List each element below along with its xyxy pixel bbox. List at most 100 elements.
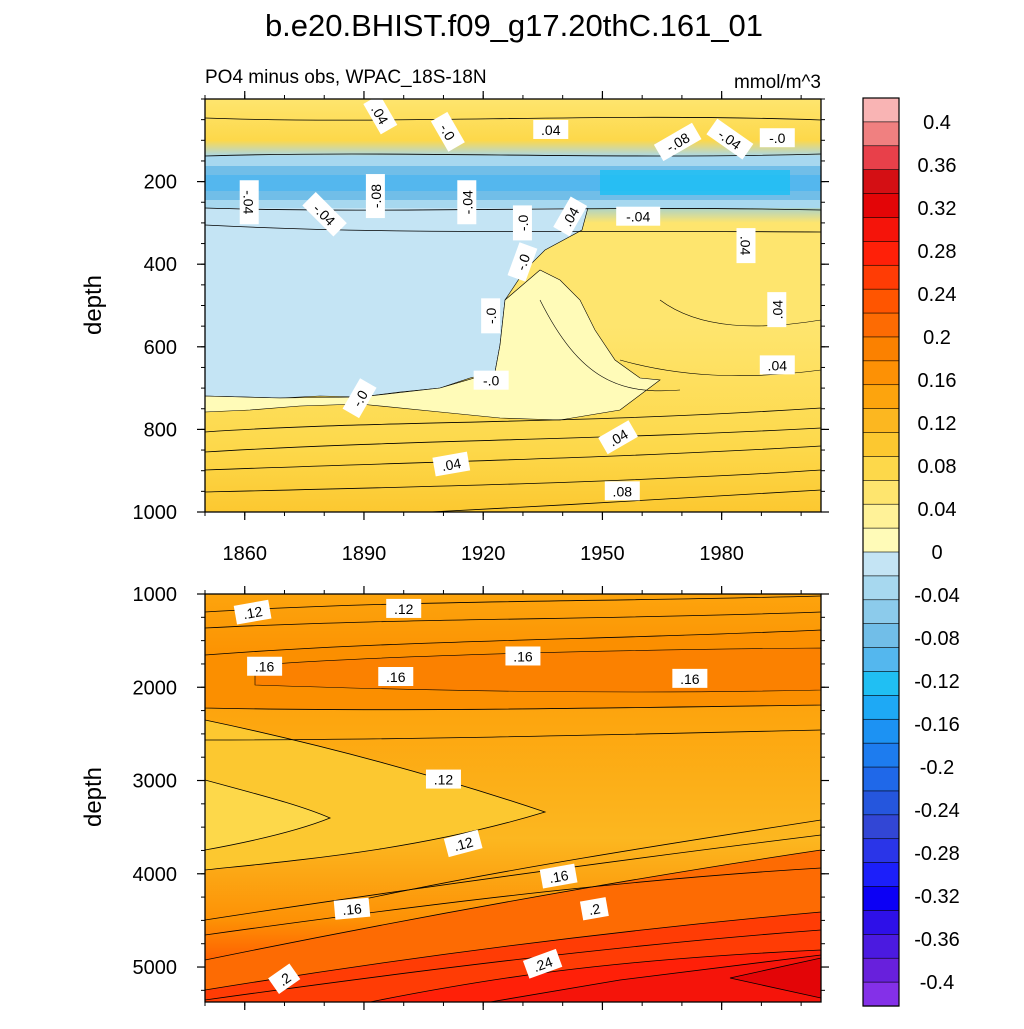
panel-subtitle: PO4 minus obs, WPAC_18S-18N: [205, 67, 487, 88]
contour-label-text: .04: [737, 236, 753, 256]
colorbar-tick-label: 0.04: [918, 499, 957, 521]
top-ylabel: depth: [80, 275, 107, 335]
contour-label-box: [767, 292, 787, 328]
colorbar-swatch: [862, 718, 900, 744]
colorbar-swatch: [862, 599, 900, 625]
contour-label-text: .12: [452, 834, 475, 855]
contour-label-box: [736, 228, 756, 264]
contour-label: .16: [247, 656, 283, 676]
units-label: mmol/m^3: [734, 72, 821, 93]
contour-label-text: -.0: [349, 387, 371, 409]
y-tick-label: 200: [144, 172, 177, 194]
colorbar-swatch: [862, 360, 900, 386]
colorbar-swatch: [862, 217, 900, 242]
contour-label: .2: [579, 897, 609, 921]
y-tick-label: 4000: [133, 864, 178, 886]
contour-label-text: -.0: [483, 373, 500, 389]
contour-label-text: .2: [587, 900, 601, 918]
contour-label-box: [533, 119, 569, 139]
contour-label-text: .04: [768, 357, 788, 373]
contour-label-text: .12: [434, 772, 454, 788]
contour-label: .04: [767, 292, 787, 328]
colorbar-swatch: [862, 336, 900, 362]
colorbar-frame: [862, 97, 900, 1007]
colorbar-swatch: [862, 623, 900, 649]
colorbar-swatch: [862, 981, 900, 1007]
bottom-frame: [204, 593, 822, 1003]
contour-label: .24: [522, 948, 563, 979]
contour-label: -.0: [342, 378, 377, 419]
bottom-wedge-light: [205, 719, 547, 871]
top-contour-9: [205, 224, 821, 233]
colorbar-swatch: [862, 790, 900, 816]
colorbar-swatch: [862, 695, 900, 720]
contour-label: -.08: [365, 174, 385, 219]
contour-label: .08: [604, 481, 640, 501]
contour-label: -.0: [481, 298, 501, 334]
contour-label-text: .16: [342, 900, 363, 918]
top-contour-11: [619, 359, 821, 376]
contour-label-text: .04: [440, 455, 462, 474]
colorbar-tick-label: -0.2: [920, 757, 954, 779]
bottom-contour-1: [205, 595, 821, 613]
colorbar-tick-label: -0.36: [914, 929, 960, 951]
colorbar-swatch: [862, 862, 900, 888]
colorbar-tick-label: 0.28: [918, 241, 957, 263]
contour-label-box: [386, 598, 422, 618]
contour-label-box: [430, 111, 465, 152]
colorbar-swatch: [862, 121, 900, 147]
contour-label-text: -.0: [483, 307, 499, 324]
colorbar-tick-label: 0.36: [918, 155, 957, 177]
colorbar-tick-label: -0.08: [914, 628, 960, 650]
contour-label-box: [507, 242, 538, 282]
contour-label-box: [247, 656, 283, 676]
bottom-contour-2: [205, 611, 821, 629]
top-contour-4: [205, 469, 821, 493]
top-contour-3: [205, 445, 821, 471]
bottom-contour-3: [205, 729, 821, 741]
bottom-axes: 1000 2000 3000 4000 5000: [133, 584, 829, 1010]
contour-label-box: [302, 192, 347, 237]
contour-label-text: .04: [769, 300, 785, 320]
contour-label-text: -.0: [513, 252, 534, 273]
contour-label: -.0: [430, 111, 465, 152]
colorbar-tick-label: -0.16: [914, 714, 960, 736]
contour-label: .04: [553, 196, 588, 237]
colorbar-tick-label: -0.24: [914, 800, 960, 822]
colorbar-swatch: [862, 264, 900, 290]
contour-label-box: [653, 122, 702, 162]
colorbar-tick-label: 0: [931, 542, 942, 564]
contour-label-text: .16: [513, 648, 533, 664]
contour-label-box: [759, 128, 795, 148]
colorbar-tick-label: 0.2: [923, 327, 951, 349]
x-tick-label: 1860: [222, 543, 267, 565]
contour-label-box: [579, 897, 609, 921]
contour-label-text: .04: [541, 122, 561, 138]
contour-label: .04: [598, 420, 638, 455]
top-contour-labels: .04-.0.04 -.08 -.04 -.0-.04 -.04-.08 -.04-.0.…: [239, 94, 795, 501]
x-tick-label: 1890: [342, 543, 387, 565]
contour-label-box: [333, 897, 371, 920]
contour-label-text: -.0: [769, 130, 786, 146]
contour-label-text: .16: [680, 671, 700, 687]
contour-label-text: -.04: [626, 209, 650, 225]
y-tick-label: 400: [144, 254, 177, 276]
contour-label-box: [365, 174, 385, 219]
colorbar-swatch: [862, 432, 900, 458]
colorbar-tick-label: 0.24: [918, 284, 957, 306]
x-tick-label: 1920: [461, 543, 506, 565]
contour-label: -.04: [239, 180, 259, 225]
contour-label: -.04: [457, 180, 477, 225]
contour-label: .04: [759, 355, 795, 375]
colorbar-tick-label: -0.4: [920, 972, 954, 994]
bottom-contour-labels: .12 .12 .16 .16 .16 .16 .12 .12 .16 .16 .2 .24 .2: [233, 598, 708, 994]
contour-label: -.0: [473, 370, 509, 390]
contour-label-text: -.04: [459, 190, 475, 214]
contour-label: .04: [533, 119, 569, 139]
colorbar-swatch: [862, 193, 900, 219]
colorbar-tick-label: -0.28: [914, 843, 960, 865]
x-tick-label: 1980: [699, 543, 744, 565]
contour-label-text: .24: [531, 953, 555, 975]
y-tick-label: 5000: [133, 957, 178, 979]
